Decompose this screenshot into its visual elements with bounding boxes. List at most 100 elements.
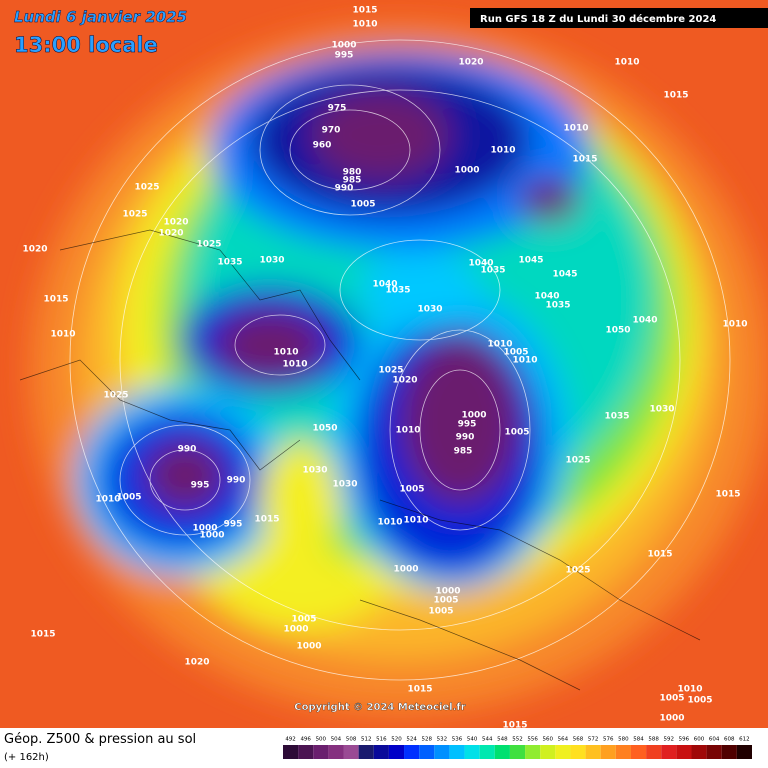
isobar-label: 1000	[393, 565, 418, 575]
copyright: Copyright © 2024 Meteociel.fr	[294, 702, 465, 713]
scale-swatch	[434, 745, 450, 759]
time-label: 13:00 locale	[14, 33, 158, 57]
isobar-label: 1005	[350, 200, 375, 210]
scale-label: 556	[527, 737, 538, 743]
isobar-label: 1005	[399, 485, 424, 495]
scale-swatch	[343, 745, 359, 759]
isobar-label: 995	[224, 520, 243, 530]
isobar-label: 1035	[545, 301, 570, 311]
scale-label: 600	[694, 737, 705, 743]
isobar-label: 1035	[480, 266, 505, 276]
scale-label: 584	[633, 737, 644, 743]
scale-swatch	[525, 745, 541, 759]
isobar-label: 1025	[196, 240, 221, 250]
scale-swatch	[585, 745, 601, 759]
scale-label: 560	[543, 737, 554, 743]
isobar-label: 1010	[352, 20, 377, 30]
isobar-label: 1015	[715, 490, 740, 500]
isobar-label: 1020	[184, 658, 209, 668]
scale-label: 544	[482, 737, 493, 743]
isobar-label: 990	[178, 445, 197, 455]
isobar-label: 1030	[259, 256, 284, 266]
isobar-label: 1030	[649, 405, 674, 415]
scale-label: 604	[709, 737, 720, 743]
scale-swatch	[736, 745, 752, 759]
isobar-label: 1000	[296, 642, 321, 652]
scale-swatch	[358, 745, 374, 759]
isobar-label: 1035	[604, 412, 629, 422]
isobar-label: 1010	[273, 348, 298, 358]
scale-label: 596	[679, 737, 690, 743]
isobar-label: 1050	[605, 326, 630, 336]
scale-label: 536	[452, 737, 463, 743]
scale-label: 520	[391, 737, 402, 743]
scale-label: 524	[406, 737, 417, 743]
isobar-label: 975	[328, 104, 347, 114]
scale-swatch	[676, 745, 692, 759]
scale-swatch	[555, 745, 571, 759]
isobar-label: 960	[313, 141, 332, 151]
isobar-label: 1025	[103, 391, 128, 401]
map-field	[0, 0, 768, 728]
scale-label: 508	[346, 737, 357, 743]
scale-label: 568	[573, 737, 584, 743]
isobar-label: 1005	[659, 694, 684, 704]
isobar-label: 1015	[43, 295, 68, 305]
isobar-label: 970	[322, 126, 341, 136]
isobar-label: 1015	[352, 6, 377, 16]
isobar-label: 995	[335, 51, 354, 61]
scale-swatch	[298, 745, 314, 759]
scale-label: 504	[331, 737, 342, 743]
isobar-label: 1010	[490, 146, 515, 156]
isobar-label: 1010	[677, 685, 702, 695]
scale-label: 492	[285, 737, 296, 743]
scale-label: 548	[497, 737, 508, 743]
isobar-label: 1040	[534, 292, 559, 302]
isobar-label: 1005	[116, 493, 141, 503]
isobar-label: 1020	[22, 245, 47, 255]
isobar-label: 1000	[454, 166, 479, 176]
isobar-label: 1005	[503, 348, 528, 358]
isobar-label: 1020	[392, 376, 417, 386]
isobar-label: 1000	[283, 625, 308, 635]
scale-swatch	[328, 745, 344, 759]
scale-swatch	[404, 745, 420, 759]
isobar-label: 1005	[687, 696, 712, 706]
isobar-label: 1025	[565, 566, 590, 576]
isobar-label: 1000	[199, 531, 224, 541]
isobar-label: 1020	[163, 218, 188, 228]
isobar-label: 1010	[563, 124, 588, 134]
scale-label: 540	[467, 737, 478, 743]
isobar-label: 1005	[504, 428, 529, 438]
isobar-label: 1015	[647, 550, 672, 560]
isobar-label: 985	[454, 447, 473, 457]
scale-swatch	[479, 745, 495, 759]
isobar-label: 1035	[217, 258, 242, 268]
scale-swatch	[313, 745, 329, 759]
scale-swatch	[540, 745, 556, 759]
scale-label: 576	[603, 737, 614, 743]
isobar-label: 985	[343, 176, 362, 186]
isobar-label: 1005	[428, 607, 453, 617]
scale-label: 564	[558, 737, 569, 743]
scale-swatch	[449, 745, 465, 759]
isobar-label: 995	[191, 481, 210, 491]
scale-label: 552	[512, 737, 523, 743]
isobar-label: 990	[335, 184, 354, 194]
isobar-label: 1010	[487, 340, 512, 350]
isobar-label: 1000	[435, 587, 460, 597]
isobar-label: 1010	[395, 426, 420, 436]
isobar-label: 1045	[552, 270, 577, 280]
scale-swatch	[570, 745, 586, 759]
isobar-label: 995	[458, 420, 477, 430]
run-bar	[470, 8, 768, 28]
scale-swatch	[509, 745, 526, 759]
isobar-label: 1010	[377, 518, 402, 528]
scale-swatch	[283, 745, 299, 759]
scale-swatch	[691, 745, 707, 759]
scale-label: 612	[739, 737, 750, 743]
isobar-label: 1020	[458, 58, 483, 68]
scale-swatch	[373, 745, 389, 759]
